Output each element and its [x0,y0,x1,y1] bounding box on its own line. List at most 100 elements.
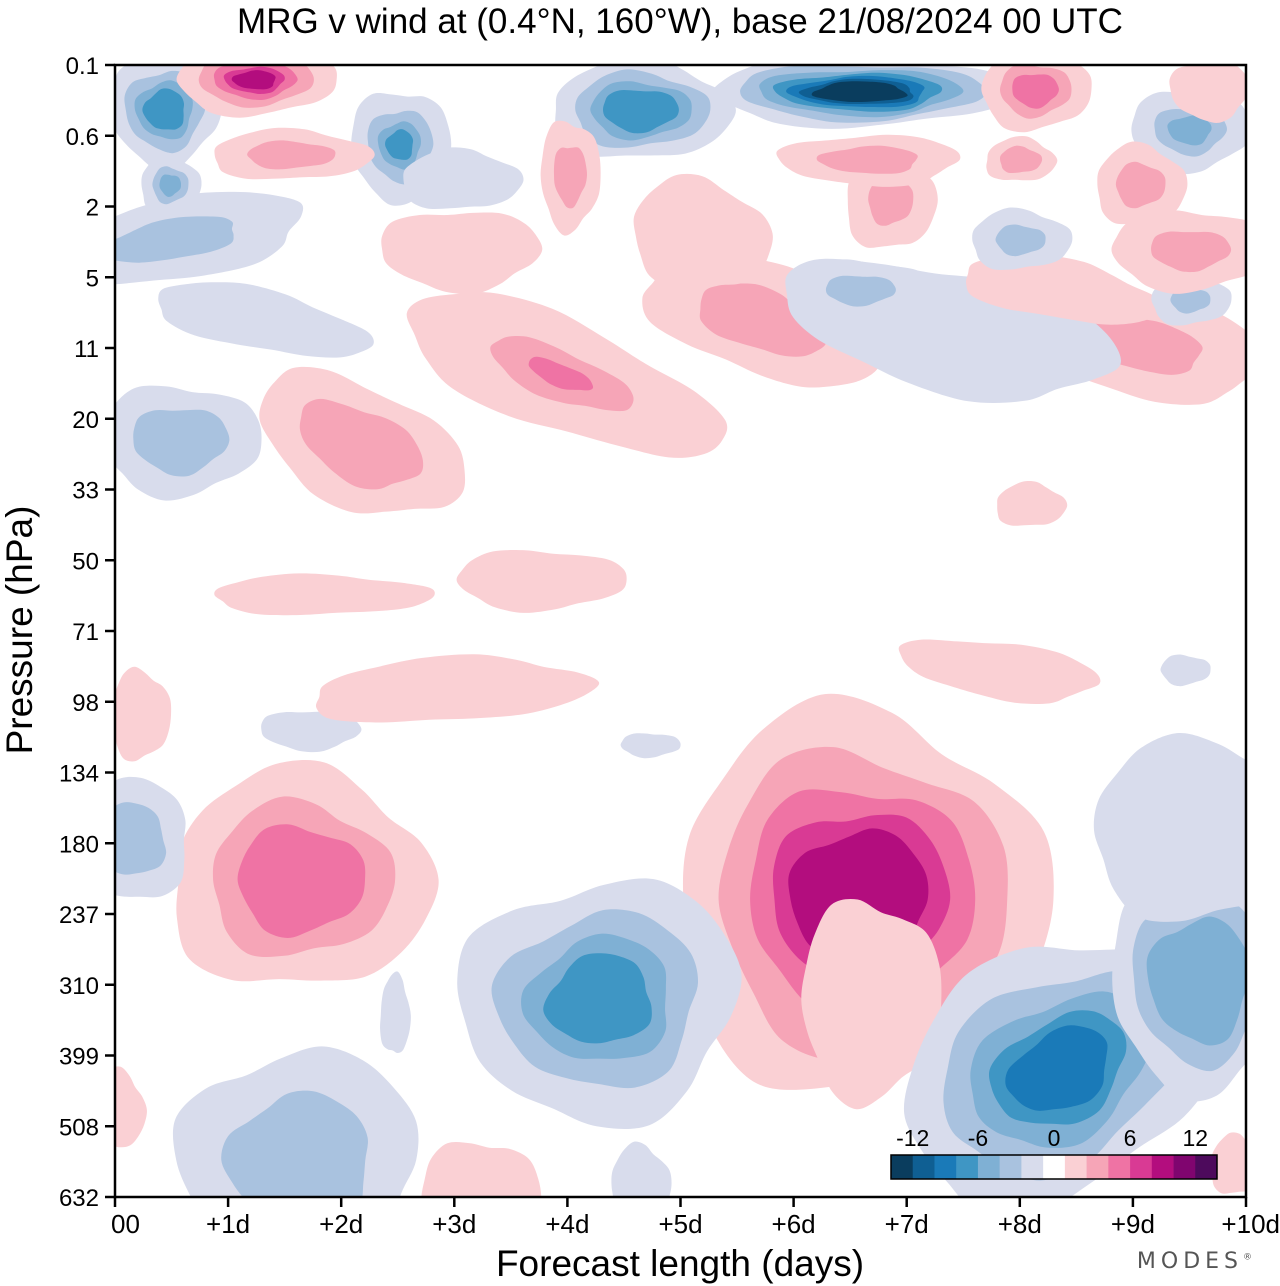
y-tick-label: 508 [59,1114,99,1141]
colorbar-swatch [977,1155,1000,1179]
contour-level [602,90,679,134]
contour-level [315,654,600,723]
colorbar: -12 -6 0 6 12 [890,1125,1218,1180]
x-tick-label: +8d [998,1209,1042,1239]
y-tick-label: 98 [72,690,99,717]
negative-anomaly-5 [1112,875,1246,1102]
colorbar-swatch [956,1155,979,1179]
y-tick-label: 71 [72,619,99,646]
contour-level [1167,115,1212,146]
y-tick-label: 399 [59,1044,99,1071]
colorbar-swatch [1130,1155,1153,1179]
contour-level [214,573,435,616]
colorbar-tick-label: 12 [1182,1125,1208,1151]
positive-anomaly-50 [1169,65,1246,123]
positive-anomaly-33 [1111,210,1246,294]
contour-level [1146,916,1246,1046]
negative-anomaly-13 [380,971,411,1053]
positive-anomaly-47 [986,136,1058,181]
y-axis: 0.1 0.6 2 5 11 20 33 50 71 98 134 180 237 310 399 508 63… [59,53,115,1212]
contour-level [1093,732,1246,922]
negative-anomaly-28 [158,282,374,358]
contour-level [633,173,773,290]
contour-level [1170,287,1211,314]
contour-level [1211,1132,1246,1194]
contour-level [159,174,182,197]
negative-anomaly-36 [115,191,304,285]
contour-level [142,88,185,130]
contour-level [801,898,942,1110]
positive-anomaly-11 [115,1066,147,1148]
positive-anomaly-1 [801,898,942,1110]
contour-level [1012,74,1059,109]
colorbar-tick-label: 6 [1124,1125,1137,1151]
contour-level [221,1090,368,1197]
negative-anomaly-52 [403,147,524,210]
contour-level [620,733,681,759]
contour-level [1151,231,1232,273]
contour-level [699,283,827,357]
positive-anomaly-53 [633,173,773,290]
contour-level [553,147,588,209]
contour-level [158,282,374,358]
positive-anomaly-23 [259,366,466,514]
contour-level [247,140,336,170]
contour-level [811,81,908,103]
contour-level [1005,1025,1108,1111]
contour-level [299,398,424,490]
contour-level [115,666,172,762]
contour-level [999,145,1043,174]
positive-anomaly-49 [1097,141,1188,225]
x-tick-label: +2d [319,1209,363,1239]
positive-anomaly-30 [965,254,1165,325]
contour-level [816,145,918,174]
colorbar-swatch [1086,1155,1109,1179]
positive-anomaly-9 [421,1141,542,1197]
positive-anomaly-21 [997,481,1068,526]
contour-level [403,147,524,210]
contour-level [421,1141,542,1197]
y-tick-label: 237 [59,902,99,929]
negative-anomaly-37 [972,207,1073,270]
contour-level [965,254,1165,325]
x-tick-label: +6d [772,1209,816,1239]
y-tick-label: 0.1 [66,53,99,80]
contour-level [611,1141,672,1197]
positive-anomaly-34 [381,212,543,295]
contour-level [133,409,230,477]
contour-level [997,481,1068,526]
colorbar-swatch [1021,1155,1044,1179]
positive-anomaly-2 [176,760,439,982]
positive-anomaly-45 [776,134,961,187]
colorbar-swatch [1064,1155,1087,1179]
y-tick-label: 134 [59,761,99,788]
colorbar-tick-label: -6 [968,1125,988,1151]
negative-anomaly-15 [620,733,681,759]
contour-level [115,802,167,875]
contour-level [115,1066,147,1148]
y-tick-label: 11 [74,336,99,363]
negative-anomaly-10 [611,1141,672,1197]
contour-level [1115,161,1166,209]
positive-anomaly-18 [214,573,435,616]
positive-anomaly-12 [1211,1132,1246,1194]
x-tick-label: 00 [111,1209,140,1239]
colorbar-swatch [912,1155,935,1179]
contour-level [995,224,1046,257]
contour-level [385,129,414,160]
contour-level [231,70,276,90]
negative-anomaly-3 [457,878,742,1129]
positive-anomaly-24 [406,292,728,458]
y-tick-label: 33 [72,478,99,505]
positive-anomaly-22 [115,666,172,762]
y-tick-label: 0.6 [66,124,99,151]
colorbar-tick-label: -12 [896,1125,929,1151]
positive-anomaly-43 [176,65,337,118]
y-tick-label: 5 [86,265,99,292]
colorbar-swatch [1151,1155,1174,1179]
x-tick-label: +5d [658,1209,702,1239]
negative-anomaly-27 [115,385,262,501]
y-tick-label: 180 [59,831,99,858]
negative-anomaly-14 [261,711,362,753]
